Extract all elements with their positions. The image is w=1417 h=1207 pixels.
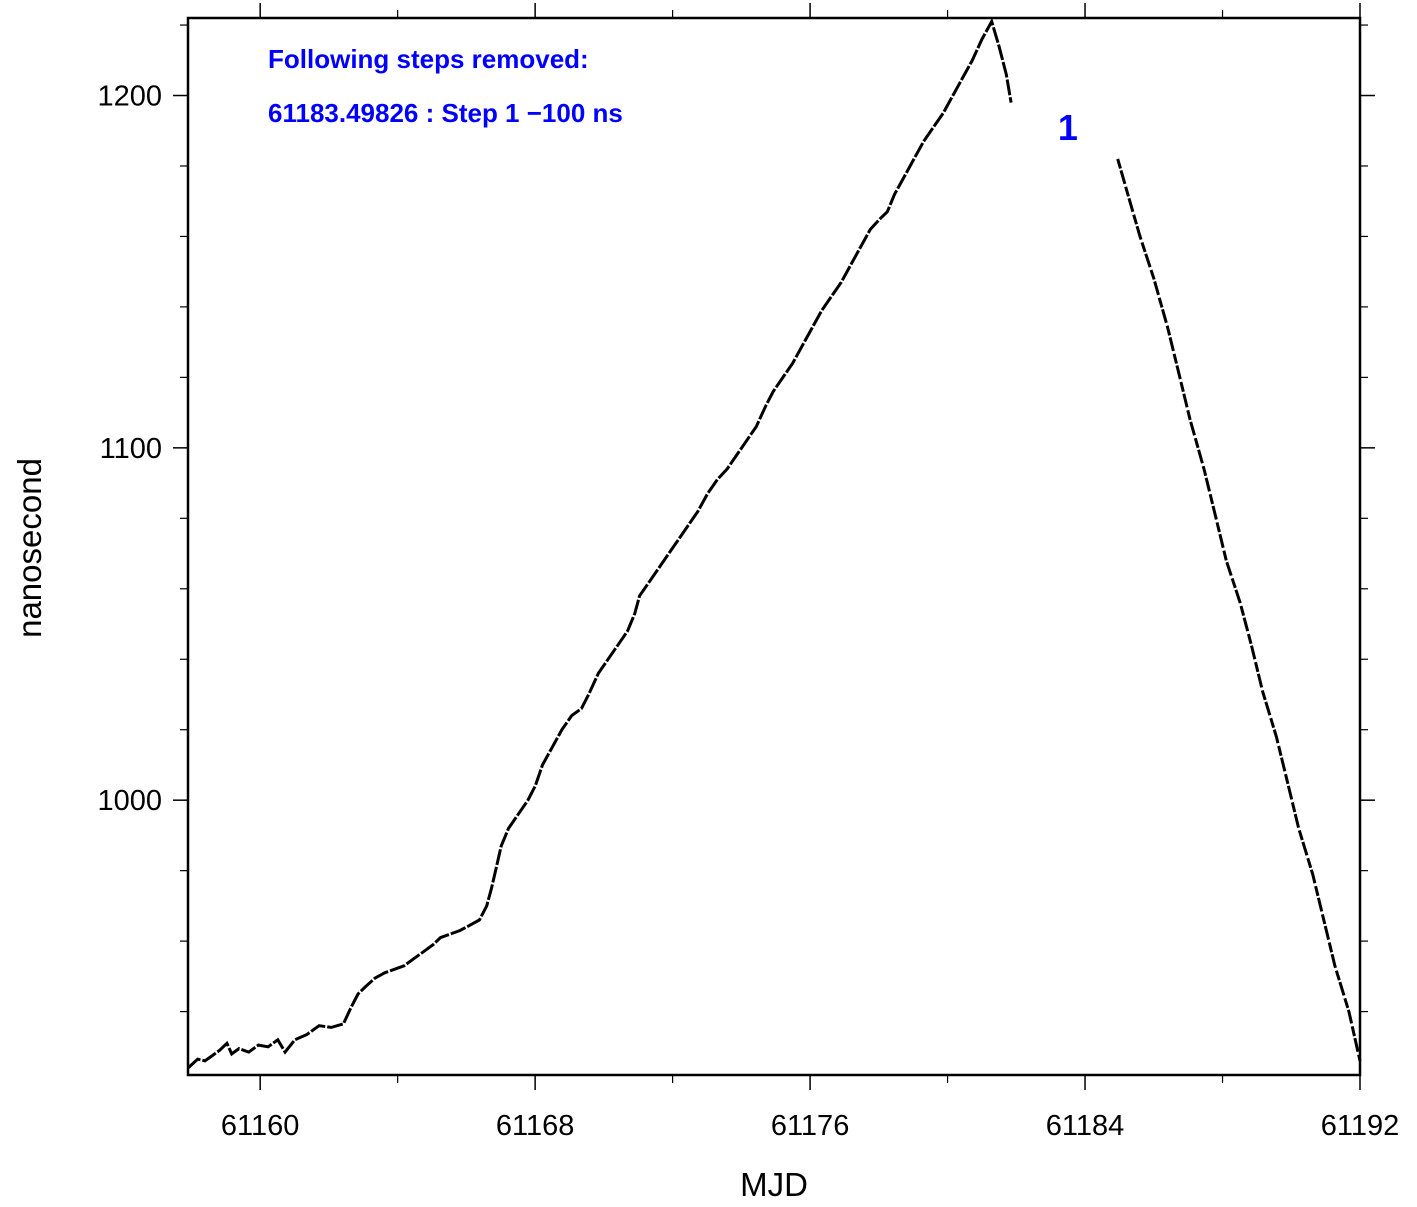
- annotation-line-1: Following steps removed:: [268, 44, 589, 74]
- y-tick-label: 1200: [97, 81, 162, 113]
- step-markers: 1: [1058, 107, 1078, 148]
- annotation-box: Following steps removed: 61183.49826 : S…: [268, 44, 623, 128]
- x-tick-label: 61192: [1321, 1110, 1400, 1142]
- series-trace-segment: [186, 17, 1013, 1070]
- plot-frame: [186, 16, 1362, 1077]
- step-marker-label: 1: [1058, 107, 1078, 148]
- x-tick-label: 61184: [1046, 1110, 1125, 1142]
- y-tick-label: 1000: [97, 785, 162, 817]
- x-tick-label: 61176: [771, 1110, 850, 1142]
- x-tick-label: 61168: [496, 1110, 575, 1142]
- y-tick-label: 1100: [100, 433, 162, 465]
- series-trace-segment: [1116, 158, 1362, 1062]
- y-axis-label: nanosecond: [11, 458, 48, 638]
- series-layer: [186, 17, 1362, 1070]
- x-tick-label: 61160: [221, 1110, 300, 1142]
- x-axis-label: MJD: [740, 1166, 808, 1203]
- axis-ticks: 61160 61168 61176 61184 61192 1000 1100 1200: [97, 3, 1399, 1142]
- annotation-line-2: 61183.49826 : Step 1 −100 ns: [268, 98, 623, 128]
